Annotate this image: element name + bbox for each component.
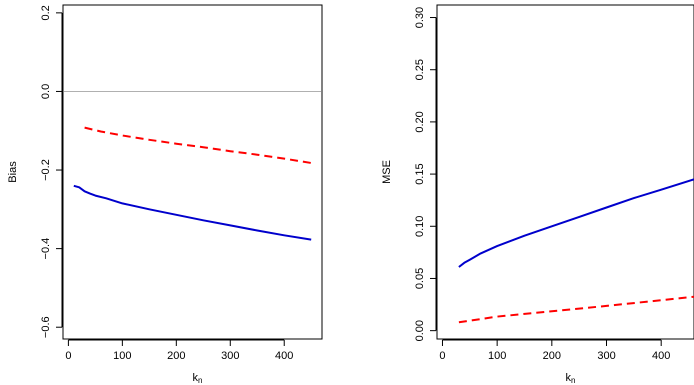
- mse-x-tick-label: 100: [488, 350, 506, 362]
- bias-y-tick-label: −0.4: [40, 238, 52, 260]
- mse-x-tick-label: 400: [652, 350, 670, 362]
- mse-y-tick-label: 0.20: [414, 111, 426, 132]
- bias-y-tick-label: 0.0: [40, 84, 52, 99]
- bias-y-tick-label: 0.2: [40, 5, 52, 20]
- bias-x-tick-label: 200: [167, 350, 185, 362]
- bias-x-tick-label: 0: [65, 350, 71, 362]
- bias-x-tick-label: 400: [275, 350, 293, 362]
- mse-series-blue-solid: [458, 178, 694, 268]
- mse-y-tick-label: 0.00: [414, 320, 426, 341]
- bias-y-tick-label: −0.6: [40, 316, 52, 338]
- bias-panel: 0 100 200 300 400 −0.6 −0.4 −0.2 0.0 0.2 kn Bias: [7, 4, 323, 385]
- mse-plot-frame: [436, 4, 694, 340]
- mse-y-tick-label: 0.15: [414, 163, 426, 184]
- mse-y-axis-title: MSE: [381, 160, 393, 184]
- mse-y-tick-label: 0.30: [414, 7, 426, 28]
- bias-x-tick-label: 100: [113, 350, 131, 362]
- mse-series-red-dashed: [458, 295, 694, 324]
- bias-plot-frame: [62, 4, 323, 340]
- bias-series-red-dashed: [84, 126, 312, 164]
- mse-y-tick-label: 0.25: [414, 59, 426, 80]
- mse-y-tick-label: 0.10: [414, 216, 426, 237]
- mse-x-tick-label: 0: [439, 350, 445, 362]
- bias-y-tick-label: −0.2: [40, 159, 52, 181]
- mse-x-tick-label: 300: [597, 350, 615, 362]
- bias-y-axis-title: Bias: [7, 161, 19, 183]
- bias-x-axis-title: kn: [193, 372, 203, 385]
- mse-x-tick-label: 200: [543, 350, 561, 362]
- bias-x-tick-label: 300: [221, 350, 239, 362]
- mse-y-tick-label: 0.05: [414, 268, 426, 289]
- mse-x-axis-title: kn: [566, 372, 576, 385]
- bias-series-blue-solid: [73, 184, 312, 241]
- mse-panel: 0 100 200 300 400 0.00 0.05 0.10 0.15 0.20 0.25 0.3…: [381, 4, 694, 385]
